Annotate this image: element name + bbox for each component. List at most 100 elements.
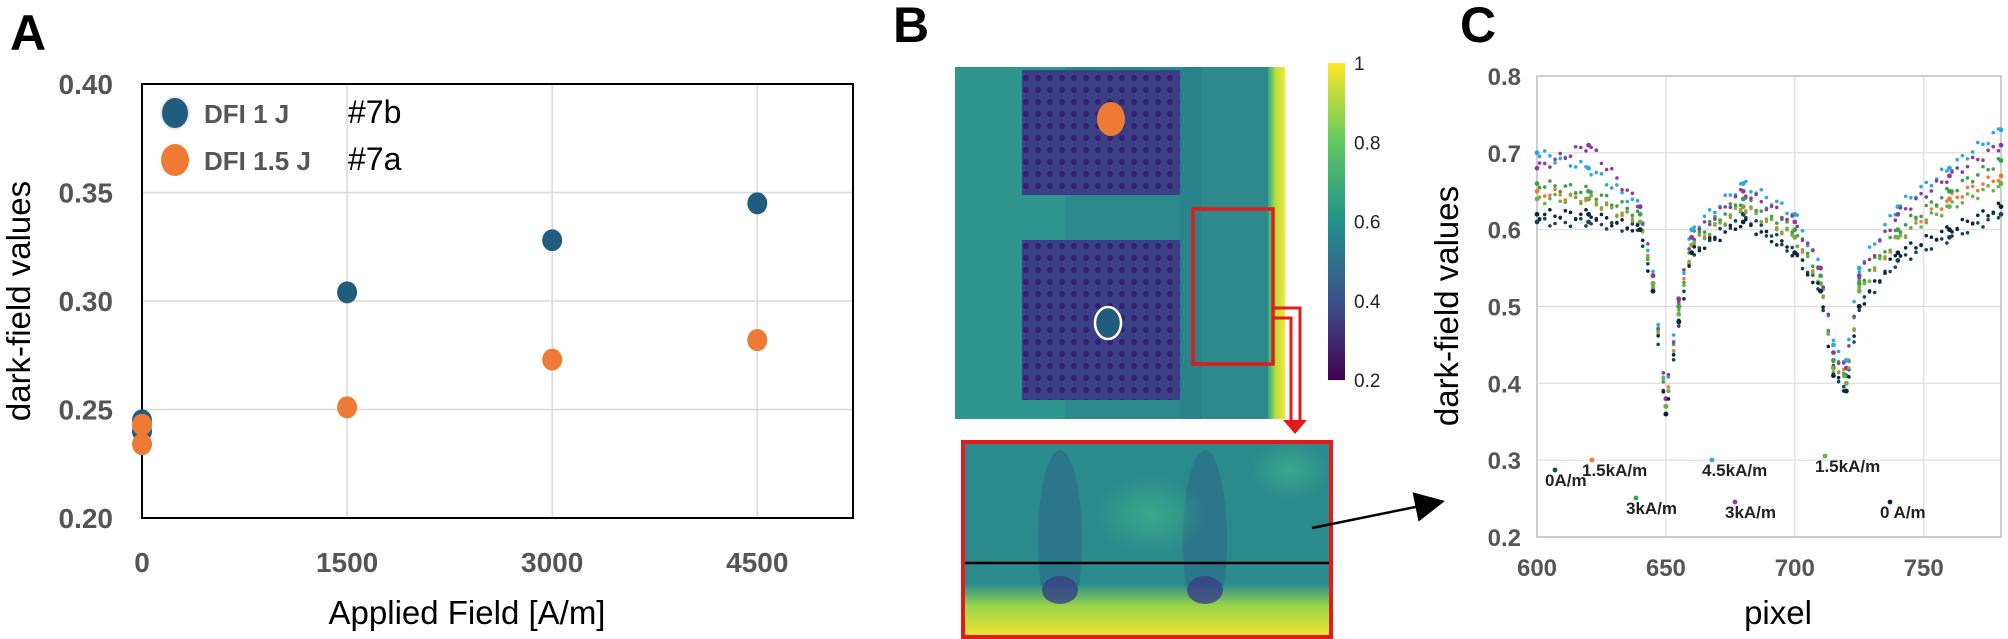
profile-dot bbox=[1589, 172, 1593, 177]
panel-c-x-tick-700: 700 bbox=[1775, 555, 1815, 582]
profile-dot bbox=[1625, 199, 1630, 204]
profile-dot bbox=[1558, 156, 1562, 161]
panel-a-y-tick-0-35: 0.35 bbox=[59, 178, 114, 209]
point-dfi-1-5-j-3 bbox=[542, 348, 563, 371]
profile-dot bbox=[1615, 220, 1619, 225]
point-5-5 bbox=[1676, 311, 1682, 317]
profile-dot bbox=[1728, 202, 1733, 206]
profile-dot bbox=[1548, 193, 1552, 197]
profile-dot bbox=[1635, 223, 1640, 227]
profile-dot bbox=[1934, 179, 1939, 183]
profile-dot bbox=[1749, 196, 1753, 201]
profile-dot bbox=[1615, 214, 1619, 219]
profile-dot bbox=[1939, 213, 1944, 218]
annotation-6: 0 A/m bbox=[1880, 503, 1926, 522]
profile-dot bbox=[1795, 224, 1800, 229]
profile-dot bbox=[1847, 366, 1851, 371]
profile-dot bbox=[1599, 206, 1604, 210]
profile-dot bbox=[1589, 190, 1593, 194]
profile-dot bbox=[1878, 256, 1882, 261]
profile-dot bbox=[1981, 187, 1985, 192]
profile-dot bbox=[1728, 193, 1733, 197]
profile-dot bbox=[1568, 154, 1573, 158]
profile-dot bbox=[1744, 217, 1748, 222]
point-6-13 bbox=[1895, 250, 1901, 256]
profile-dot bbox=[1548, 165, 1552, 169]
profile-dot bbox=[1919, 225, 1923, 229]
profile-dot bbox=[1872, 279, 1877, 283]
profile-dot bbox=[1821, 305, 1825, 309]
profile-dot bbox=[1738, 209, 1743, 214]
profile-dot bbox=[1568, 164, 1573, 168]
profile-dot bbox=[1883, 271, 1887, 276]
profile-dot bbox=[1630, 191, 1635, 196]
profile-dot bbox=[1635, 199, 1640, 203]
profile-dot bbox=[1965, 230, 1970, 235]
profile-dot bbox=[1723, 222, 1727, 227]
profile-dot bbox=[1692, 245, 1697, 249]
point-1-0 bbox=[1534, 188, 1540, 194]
profile-dot bbox=[1862, 302, 1867, 306]
profile-dot bbox=[1754, 192, 1758, 197]
profile-dot bbox=[1780, 215, 1784, 220]
panel-a-y-tick-0-25: 0.25 bbox=[59, 395, 114, 426]
profile-dot bbox=[1841, 389, 1846, 393]
profile-dot bbox=[1738, 182, 1743, 186]
profile-dot bbox=[1671, 348, 1676, 353]
profile-dot bbox=[1718, 218, 1722, 222]
profile-dot bbox=[1620, 190, 1624, 195]
profile-dot bbox=[1759, 220, 1764, 224]
point-dfi-1-5-j-1 bbox=[132, 433, 152, 456]
profile-dot bbox=[1558, 193, 1562, 197]
profile-dot bbox=[1965, 157, 1970, 161]
profile-dot bbox=[1563, 208, 1568, 213]
panel-c-points bbox=[1534, 127, 2004, 417]
point-dfi-1-5-j-4 bbox=[747, 329, 768, 352]
profile-dot bbox=[1599, 193, 1604, 197]
profile-dot bbox=[1764, 207, 1769, 212]
profile-dot bbox=[1579, 145, 1583, 150]
point-1-15 bbox=[1998, 173, 2004, 179]
profile-dot bbox=[1718, 205, 1722, 210]
profile-dot bbox=[1728, 223, 1733, 228]
profile-dot bbox=[1841, 384, 1846, 389]
panel-c-plot-frame bbox=[1536, 75, 2002, 538]
point-3-12 bbox=[1856, 265, 1862, 271]
profile-dot bbox=[1671, 333, 1676, 337]
profile-dot bbox=[1831, 338, 1836, 343]
profile-dot bbox=[1563, 156, 1568, 161]
roi-marker-orange bbox=[1097, 102, 1125, 136]
panel-a-x-axis-label: Applied Field [A/m] bbox=[329, 594, 606, 631]
profile-dot bbox=[1568, 193, 1573, 197]
panel-c-x-tick-650: 650 bbox=[1646, 555, 1686, 582]
profile-dot bbox=[1908, 241, 1913, 245]
profile-dot bbox=[1986, 141, 1990, 146]
profile-dot bbox=[1609, 220, 1614, 225]
profile-dot bbox=[1939, 167, 1944, 172]
profile-dot bbox=[1707, 236, 1712, 240]
profile-dot bbox=[1795, 213, 1800, 217]
profile-dot bbox=[1857, 308, 1862, 313]
profile-dot bbox=[1903, 207, 1908, 211]
profile-dot bbox=[1692, 240, 1697, 244]
profile-dot bbox=[1852, 299, 1856, 304]
profile-dot bbox=[1955, 226, 1959, 231]
profile-dot bbox=[1960, 231, 1965, 236]
profile-dot bbox=[1950, 189, 1954, 193]
profile-dot bbox=[1697, 246, 1702, 250]
point-5-11 bbox=[1843, 380, 1849, 386]
profile-dot bbox=[1965, 219, 1970, 224]
annotation-marker-4 bbox=[1732, 499, 1738, 505]
profile-dot bbox=[1599, 161, 1604, 166]
profile-dot bbox=[1996, 184, 2001, 189]
profile-dot bbox=[1646, 248, 1650, 253]
profile-dot bbox=[1630, 228, 1635, 233]
profile-dot bbox=[1893, 265, 1898, 269]
profile-dot bbox=[1661, 375, 1666, 380]
legend-tag-7b: #7b bbox=[348, 94, 401, 130]
profile-dot bbox=[1666, 397, 1671, 401]
profile-dot bbox=[1867, 245, 1872, 249]
profile-dot bbox=[1656, 329, 1660, 334]
profile-dot bbox=[1955, 195, 1959, 200]
colorbar-tick-0-2: 0.2 bbox=[1354, 371, 1380, 392]
